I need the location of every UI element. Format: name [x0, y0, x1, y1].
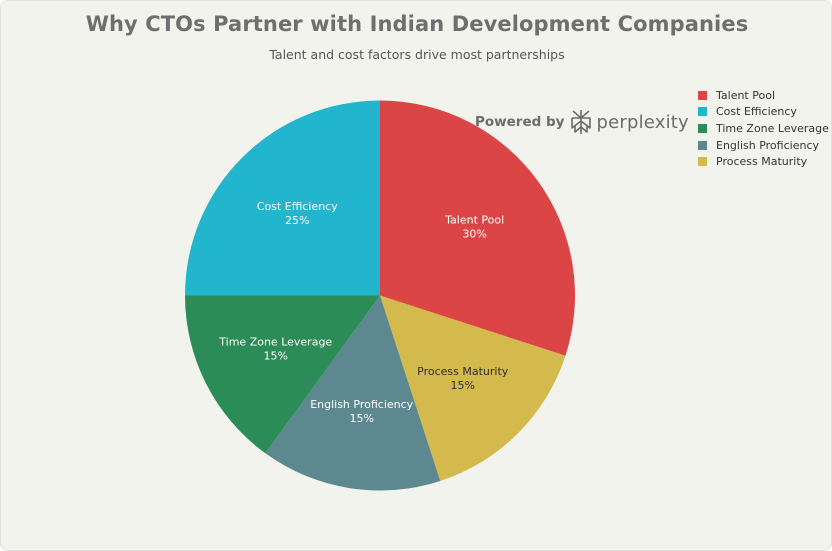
- legend-label: English Proficiency: [716, 138, 819, 152]
- legend-swatch: [698, 157, 707, 167]
- chart-subtitle: Talent and cost factors drive most partn…: [269, 47, 565, 62]
- slice-label-cost-efficiency: Cost Efficiency: [257, 200, 338, 213]
- slice-label-english-proficiency: English Proficiency: [310, 398, 413, 411]
- legend-label: Cost Efficiency: [716, 105, 797, 119]
- pie-slice-time-zone-leverage[interactable]: [185, 295, 380, 454]
- pie-slice-cost-efficiency[interactable]: [185, 100, 380, 296]
- powered-by-watermark: Powered by perplexity: [475, 109, 689, 135]
- slice-percent-process-maturity: 15%: [451, 379, 475, 392]
- legend-label: Process Maturity: [716, 155, 808, 169]
- perplexity-logo-icon: [571, 110, 592, 134]
- legend-item-english-proficiency[interactable]: English Proficiency: [698, 137, 829, 154]
- legend-swatch: [698, 123, 707, 133]
- slice-percent-talent-pool: 30%: [462, 228, 486, 241]
- watermark-brand: perplexity: [596, 111, 689, 133]
- chart-title: Why CTOs Partner with Indian Development…: [85, 12, 749, 36]
- slice-percent-english-proficiency: 15%: [349, 412, 373, 425]
- pie-slice-process-maturity[interactable]: [380, 295, 566, 481]
- legend-swatch: [698, 90, 707, 100]
- slice-percent-cost-efficiency: 25%: [285, 214, 309, 227]
- legend-item-cost-efficiency[interactable]: Cost Efficiency: [698, 104, 829, 121]
- slice-label-time-zone-leverage: Time Zone Leverage: [218, 336, 332, 349]
- legend-swatch: [698, 107, 707, 117]
- legend-label: Time Zone Leverage: [716, 121, 829, 135]
- legend-item-process-maturity[interactable]: Process Maturity: [698, 153, 829, 170]
- slice-label-talent-pool: Talent Pool: [444, 214, 504, 227]
- pie-slice-english-proficiency[interactable]: [265, 295, 441, 491]
- slice-percent-time-zone-leverage: 15%: [264, 350, 288, 363]
- chart-legend: Talent Pool Cost Efficiency Time Zone Leve…: [698, 87, 829, 170]
- legend-item-talent-pool[interactable]: Talent Pool: [698, 87, 829, 104]
- slice-label-process-maturity: Process Maturity: [417, 365, 509, 378]
- legend-item-time-zone-leverage[interactable]: Time Zone Leverage: [698, 120, 829, 137]
- legend-swatch: [698, 140, 707, 150]
- pie-slice-talent-pool[interactable]: [380, 100, 575, 356]
- legend-label: Talent Pool: [716, 88, 776, 102]
- watermark-prefix: Powered by: [475, 114, 565, 130]
